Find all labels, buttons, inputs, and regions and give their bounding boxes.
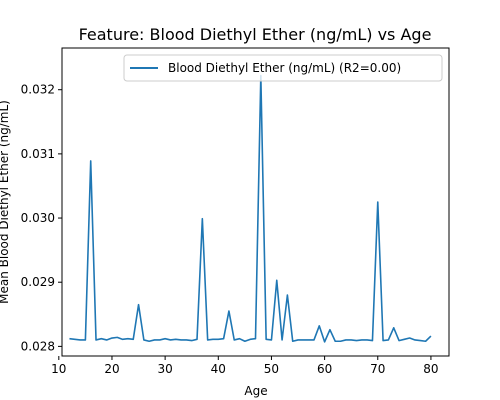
legend-label: Blood Diethyl Ether (ng/mL) (R2=0.00): [168, 61, 401, 75]
y-tick-label: 0.032: [21, 83, 55, 97]
chart-title: Feature: Blood Diethyl Ether (ng/mL) vs …: [79, 25, 432, 44]
y-axis: 0.028 0.029 0.030 0.031 0.032: [21, 83, 62, 353]
series-line: [69, 74, 432, 343]
x-tick-label: 80: [423, 362, 438, 376]
y-axis-label: Mean Blood Diethyl Ether (ng/mL): [0, 100, 11, 304]
x-tick-label: 50: [264, 362, 279, 376]
plot-area: 10 20 30 40 50 60 70 80 0.0280.0290.0300.0310.0…: [21, 47, 450, 376]
x-tick-label: 10: [51, 362, 66, 376]
x-tick-label: 40: [211, 362, 226, 376]
legend-box: [123, 54, 443, 82]
y-tick-label: 0.030: [21, 211, 55, 225]
x-axis-label: Age: [244, 384, 267, 398]
y-tick-label: 0.028: [21, 339, 55, 353]
y-tick-label: 0.029: [21, 275, 55, 289]
x-tick-label: 60: [317, 362, 332, 376]
axes-frame: [61, 47, 450, 357]
x-axis: 10 20 30 40 50 60 70 80: [51, 356, 439, 376]
x-tick-label: 20: [104, 362, 119, 376]
y-tick-label: 0.031: [21, 147, 55, 161]
x-tick-label: 30: [157, 362, 172, 376]
legend: Blood Diethyl Ether (ng/mL) (R2=0.00): [123, 54, 443, 82]
series-layer: [69, 74, 432, 343]
x-tick-label: 70: [370, 362, 385, 376]
